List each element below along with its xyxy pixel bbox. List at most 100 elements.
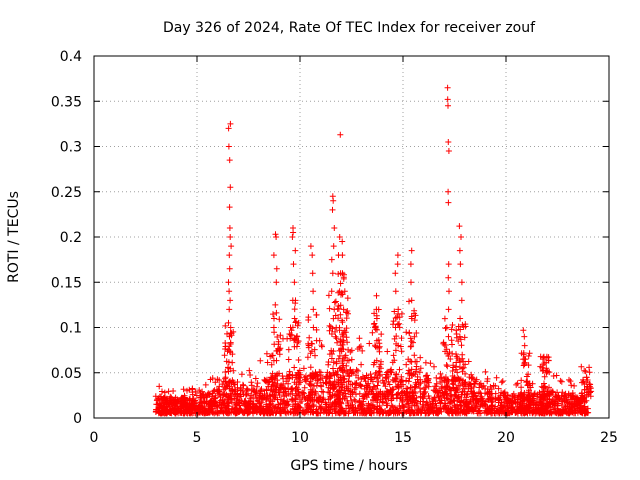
roti-point — [227, 234, 234, 240]
roti-point — [341, 288, 348, 295]
roti-point — [333, 371, 340, 378]
roti-point — [315, 398, 322, 405]
roti-point — [520, 362, 527, 369]
roti-point — [271, 396, 278, 402]
roti-point — [452, 366, 459, 373]
roti-point — [322, 379, 329, 386]
roti-point — [347, 393, 354, 400]
roti-point — [445, 306, 452, 313]
roti-point — [296, 390, 303, 397]
roti-point — [292, 396, 299, 403]
roti-point — [462, 321, 469, 328]
roti-point — [309, 252, 316, 259]
roti-point — [453, 406, 460, 413]
roti-point — [393, 340, 400, 347]
roti-point — [492, 403, 499, 410]
roti-point — [338, 345, 345, 352]
roti-point — [344, 295, 351, 302]
roti-point — [335, 271, 342, 277]
roti-point — [411, 317, 418, 324]
roti-point — [330, 359, 337, 366]
roti-point — [267, 353, 274, 360]
roti-point — [434, 409, 441, 416]
roti-point — [395, 310, 402, 317]
roti-point — [490, 382, 497, 389]
roti-point — [310, 288, 317, 295]
roti-point — [292, 401, 299, 408]
roti-point — [528, 398, 535, 405]
roti-point — [525, 353, 532, 359]
roti-point — [242, 407, 249, 414]
roti-point — [287, 335, 294, 342]
roti-point — [339, 358, 346, 364]
roti-point — [449, 380, 456, 387]
roti-point — [273, 348, 280, 354]
roti-point — [285, 346, 292, 353]
roti-point — [209, 375, 216, 382]
roti-point — [330, 365, 336, 372]
roti-point — [430, 387, 437, 394]
roti-point — [225, 403, 232, 410]
roti-point — [426, 405, 433, 412]
roti-point — [273, 372, 279, 379]
roti-point — [329, 270, 336, 277]
roti-point — [285, 409, 292, 416]
roti-point — [275, 338, 282, 345]
roti-point — [438, 374, 445, 381]
roti-point — [408, 313, 415, 320]
roti-point — [258, 388, 265, 395]
roti-point — [412, 390, 419, 397]
roti-point — [338, 348, 345, 355]
roti-point — [361, 410, 368, 417]
x-tick-label: 10 — [291, 430, 309, 446]
roti-point — [393, 395, 400, 402]
roti-point — [583, 374, 590, 381]
roti-point — [314, 409, 321, 416]
roti-point — [465, 358, 472, 365]
roti-point — [457, 261, 464, 268]
roti-point — [344, 308, 351, 314]
roti-point — [525, 389, 532, 396]
roti-point — [193, 392, 200, 399]
roti-point — [359, 405, 366, 412]
roti-point — [225, 365, 232, 371]
roti-point — [383, 402, 390, 409]
roti-point — [328, 288, 335, 295]
roti-point — [329, 325, 336, 332]
roti-point — [460, 385, 467, 392]
roti-point — [388, 366, 395, 373]
roti-point — [267, 374, 274, 381]
roti-point — [306, 381, 313, 388]
roti-point — [367, 371, 374, 378]
roti-point — [232, 403, 239, 409]
roti-point — [578, 402, 585, 409]
roti-point — [247, 372, 254, 378]
roti-point — [417, 365, 424, 372]
roti-point — [489, 398, 496, 405]
roti-point — [405, 407, 411, 414]
roti-point — [376, 343, 383, 350]
roti-point — [271, 315, 277, 322]
roti-point — [277, 332, 284, 339]
roti-point — [557, 377, 564, 384]
roti-point — [300, 365, 307, 372]
roti-point — [226, 265, 233, 272]
roti-point — [411, 333, 418, 340]
roti-point — [325, 389, 332, 395]
roti-point — [514, 380, 521, 387]
roti-point — [336, 389, 343, 396]
roti-point — [436, 393, 443, 400]
roti-point — [457, 315, 464, 322]
roti-point — [411, 352, 418, 359]
roti-point — [273, 409, 280, 416]
roti-point — [364, 402, 370, 409]
roti-point — [398, 335, 405, 342]
roti-point — [158, 410, 165, 417]
roti-point — [394, 314, 401, 321]
roti-point — [273, 234, 280, 240]
roti-point — [250, 394, 257, 401]
roti-point — [318, 383, 325, 390]
roti-point — [294, 333, 301, 340]
roti-point — [381, 380, 388, 386]
roti-point — [461, 334, 468, 341]
